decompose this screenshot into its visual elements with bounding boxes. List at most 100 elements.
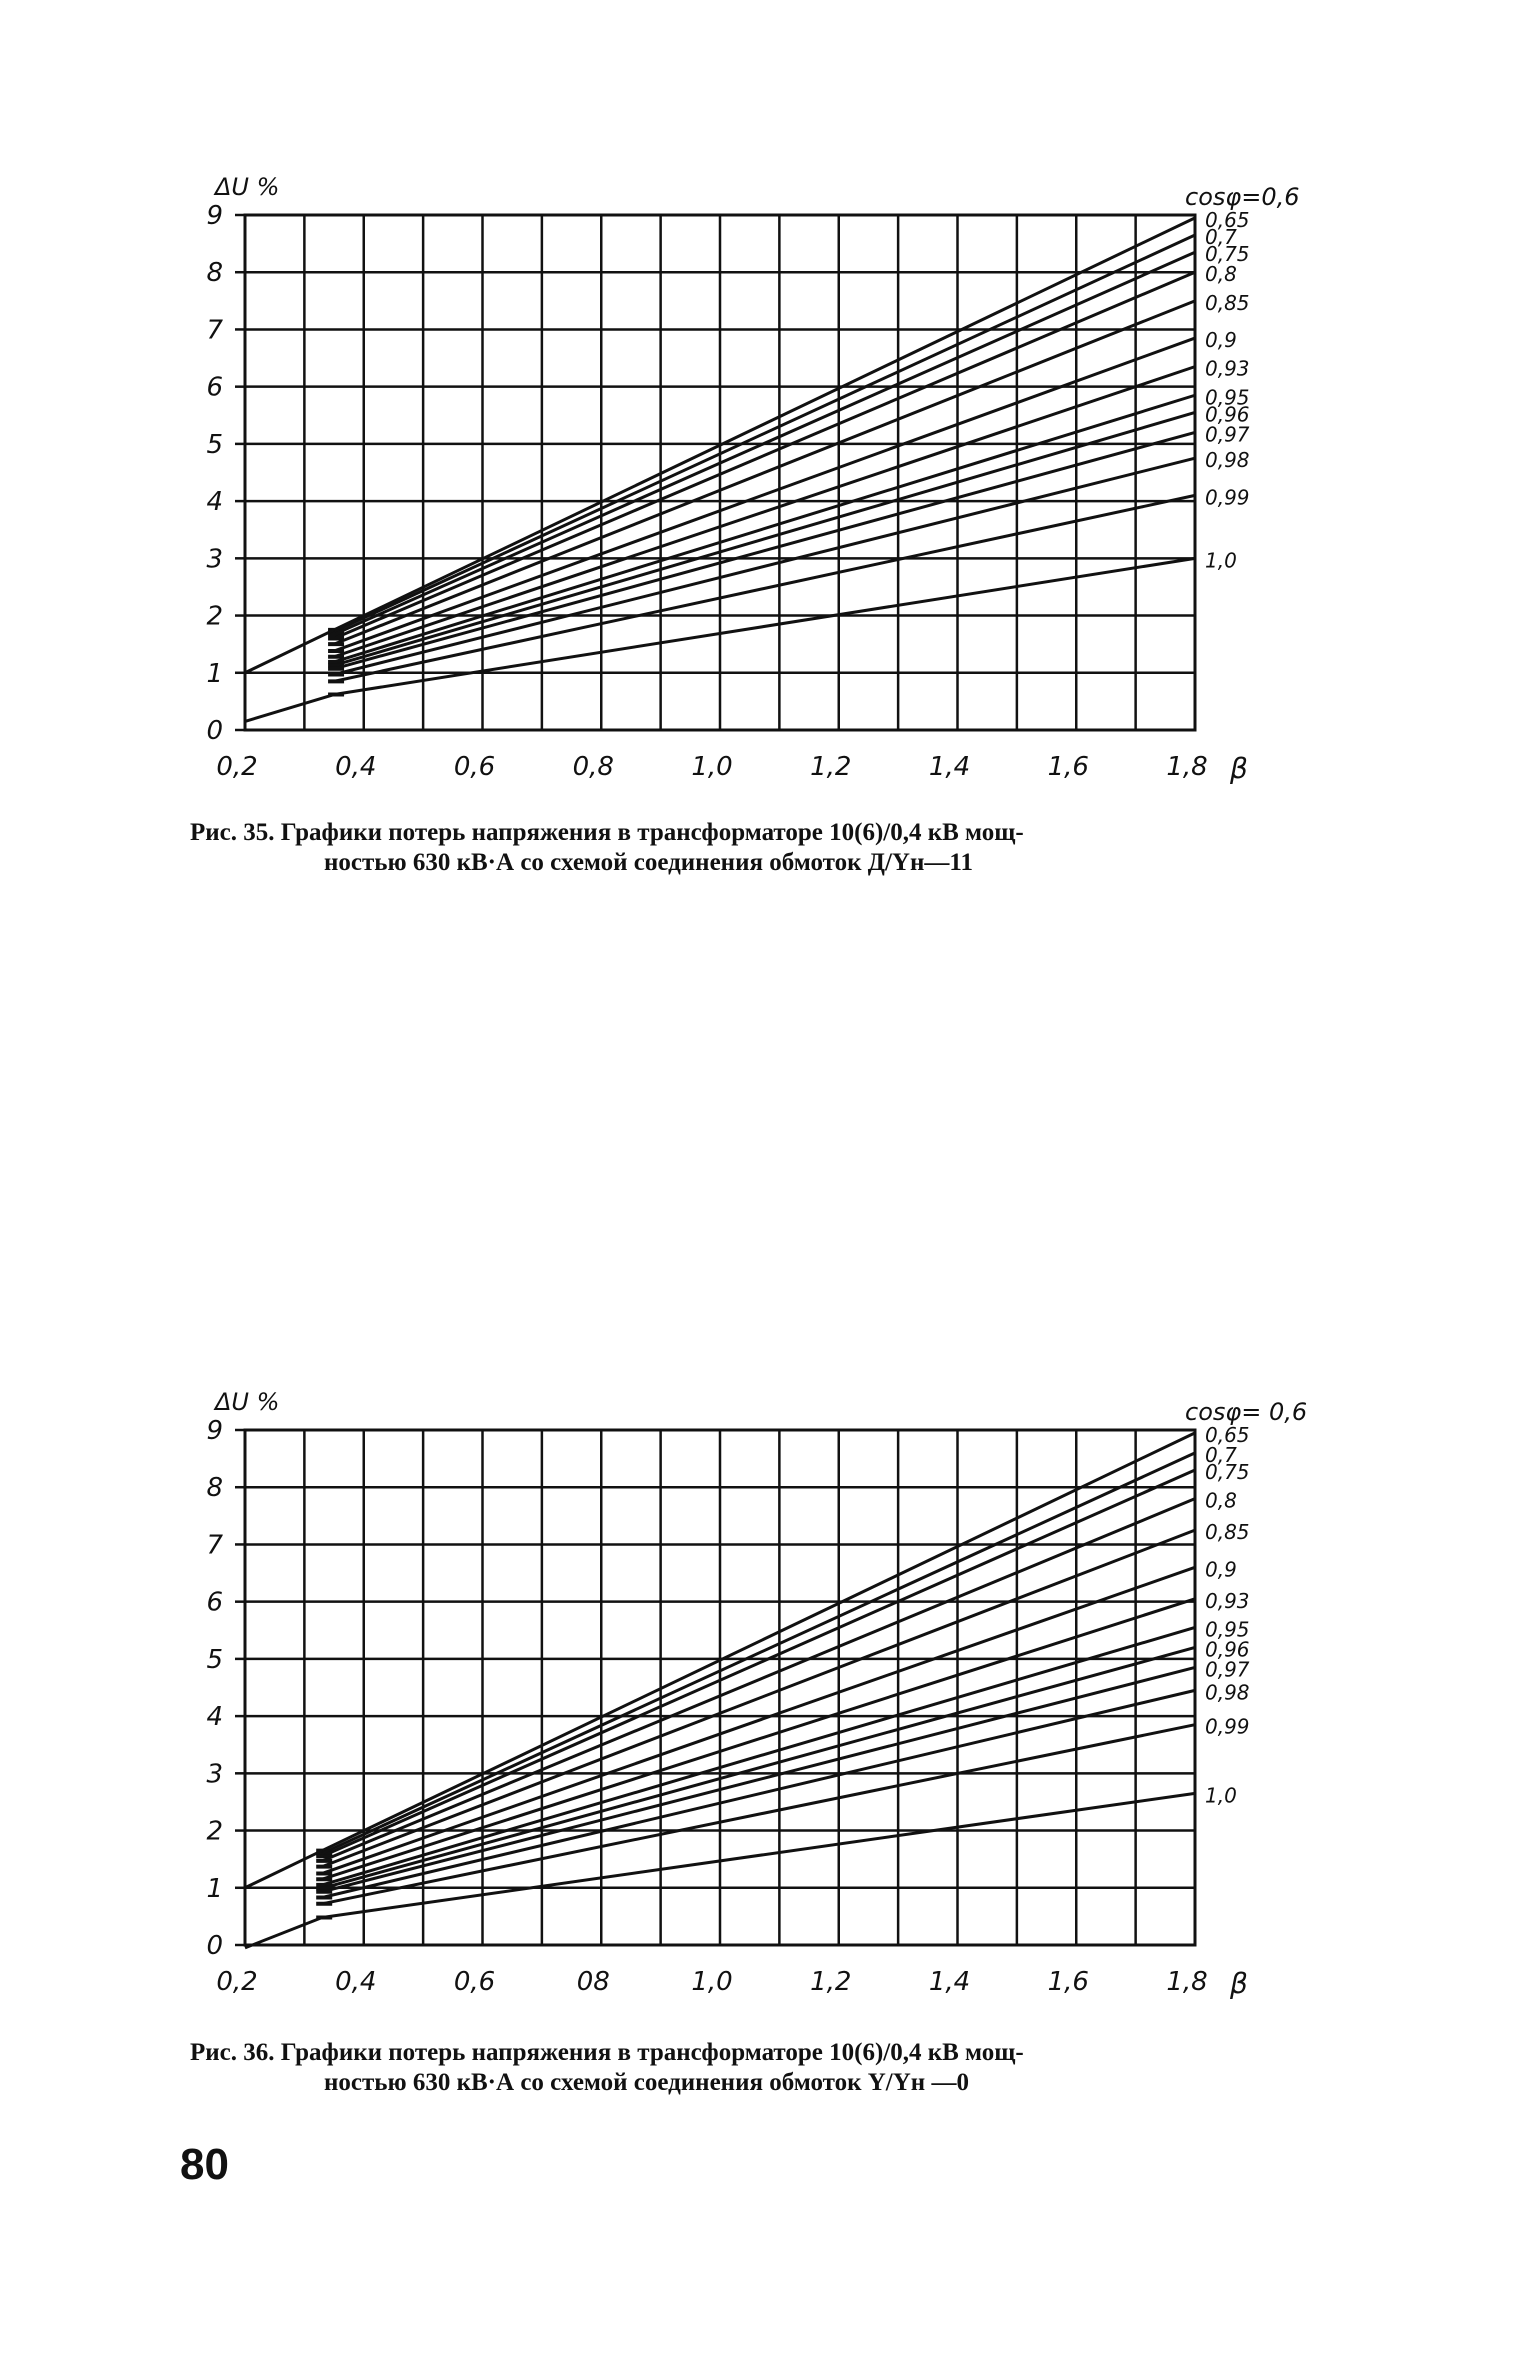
- y-tick-label: 6: [206, 1588, 223, 1618]
- series-line: [333, 430, 1196, 671]
- series-line: [333, 233, 1196, 633]
- page-number: 80: [180, 2140, 229, 2189]
- series-line: [333, 456, 1196, 676]
- x-tick-label: 1,6: [1048, 752, 1089, 782]
- caption-line1: Графики потерь напряжения в трансформато…: [280, 2039, 1024, 2066]
- x-tick-label: 1,4: [929, 1967, 970, 1997]
- legend-label: 0,85: [1205, 1520, 1250, 1544]
- x-tick-label: 0,6: [454, 752, 495, 782]
- legend-label: 0,65: [1205, 208, 1250, 232]
- y-tick-label: 4: [206, 487, 223, 517]
- series-line: [333, 336, 1196, 653]
- series-lines: [244, 1431, 1196, 1950]
- series-line: [321, 1666, 1196, 1894]
- series-line: [333, 270, 1196, 640]
- y-axis-label: ΔU %: [213, 1388, 279, 1416]
- y-tick-label: 9: [206, 201, 223, 231]
- series-line: [321, 1688, 1196, 1899]
- legend-label: 0,95: [1205, 1617, 1250, 1641]
- x-tick-label: 1,0: [691, 752, 732, 782]
- legend-label: 0,97: [1205, 422, 1250, 446]
- series-line: [321, 1791, 1196, 1920]
- chart-36: 0,2 0,4 0,6 08 1,0 1,2 1,4 1,6 1,8 0 1 2 3 4 5 6 7 8 9 0,…: [206, 1388, 1307, 2000]
- caption-label: Рис. 35.: [190, 819, 275, 846]
- x-axis-label: β: [1229, 752, 1248, 785]
- series-line: [321, 1597, 1196, 1881]
- x-tick-label: 1,4: [929, 752, 970, 782]
- legend-label: 0,75: [1205, 1460, 1250, 1484]
- series-line: [321, 1451, 1196, 1855]
- legend-labels: 0,650,70,750,8 0,85 0,9 0,93 0,950,960,970,9…: [1205, 208, 1250, 572]
- legend-label: 0,9: [1205, 328, 1237, 352]
- legend-label: 0,75: [1205, 242, 1250, 266]
- x-tick-label: 0,4: [335, 752, 376, 782]
- x-tick-label: 08: [577, 1967, 610, 1997]
- legend-label: 0,96: [1205, 1637, 1250, 1661]
- series-line: [321, 1565, 1196, 1875]
- y-tick-label: 6: [206, 373, 223, 403]
- legend-label: 0,7: [1205, 225, 1237, 249]
- legend-label: 0,7: [1205, 1443, 1237, 1467]
- axis-connector-line: [244, 628, 335, 675]
- y-tick-label: 1: [206, 1874, 223, 1904]
- legend-label: 0,9: [1205, 1557, 1237, 1581]
- series-line: [333, 216, 1196, 632]
- y-axis-label: ΔU %: [213, 173, 279, 201]
- series-line: [321, 1625, 1196, 1887]
- x-tick-label: 0,2: [216, 752, 257, 782]
- y-tick-label: 4: [206, 1702, 223, 1732]
- axis-connector-line: [244, 693, 335, 723]
- series-line: [321, 1723, 1196, 1906]
- y-tick-label: 7: [206, 1530, 223, 1560]
- x-tick-label: 1,6: [1048, 1967, 1089, 1997]
- legend-label: 0,97: [1205, 1657, 1250, 1681]
- x-axis-label: β: [1229, 1967, 1248, 2000]
- series-line: [333, 556, 1196, 697]
- legend-label: 0,93: [1205, 1589, 1250, 1613]
- series-line: [333, 299, 1196, 646]
- y-tick-labels: 0 1 2 3 4 5 6 7 8 9: [206, 201, 223, 746]
- y-tick-label: 1: [206, 659, 223, 689]
- caption-line2: ностью 630 кВ·А со схемой соединения обм…: [324, 849, 973, 876]
- x-tick-label: 1,0: [691, 1967, 732, 1997]
- legend-label: 0,85: [1205, 291, 1250, 315]
- legend-label: 0,96: [1205, 402, 1250, 426]
- series-line: [333, 493, 1196, 683]
- series-line: [321, 1431, 1196, 1852]
- legend-label: 0,93: [1205, 357, 1250, 381]
- y-tick-label: 9: [206, 1416, 223, 1446]
- chart-35: 0,2 0,4 0,6 0,8 1,0 1,2 1,4 1,6 1,8 0 1 2 3 4 5 6 7 8 9 0…: [206, 173, 1299, 785]
- x-tick-label: 1,2: [810, 1967, 851, 1997]
- series-line: [321, 1497, 1196, 1863]
- legend-label: 0,95: [1205, 385, 1250, 409]
- y-tick-labels: 0 1 2 3 4 5 6 7 8 9: [206, 1416, 223, 1961]
- x-tick-label: 0,6: [454, 1967, 495, 1997]
- y-tick-label: 0: [206, 1931, 223, 1961]
- axis-connector-line: [244, 1916, 323, 1950]
- y-tick-label: 2: [206, 602, 223, 632]
- caption-line2: ностью 630 кВ·А со схемой соединения обм…: [324, 2069, 969, 2096]
- axis-connector-line: [244, 1849, 323, 1890]
- legend-label: 0,98: [1205, 448, 1250, 472]
- x-tick-label: 1,8: [1166, 1967, 1207, 1997]
- x-tick-label: 1,2: [810, 752, 851, 782]
- legend-label: 1,0: [1205, 1783, 1237, 1807]
- figure-caption-35: Рис. 35. Графики потерь напряжения в тра…: [190, 818, 1360, 878]
- y-tick-label: 5: [206, 430, 223, 460]
- legend-labels: 0,650,70,750,80,850,90,930,950,960,970,9…: [1205, 1423, 1250, 1808]
- legend-label: 0,65: [1205, 1423, 1250, 1447]
- series-line: [333, 250, 1196, 636]
- y-tick-label: 8: [206, 258, 223, 288]
- y-tick-label: 3: [206, 544, 223, 574]
- figure-caption-36: Рис. 36. Графики потерь напряжения в тра…: [190, 2038, 1360, 2098]
- y-tick-label: 8: [206, 1473, 223, 1503]
- x-tick-label: 0,8: [573, 752, 614, 782]
- legend-label: 1,0: [1205, 548, 1237, 572]
- x-tick-label: 0,4: [335, 1967, 376, 1997]
- x-tick-label: 1,8: [1166, 752, 1207, 782]
- legend-title: cosφ= 0,6: [1185, 1398, 1307, 1426]
- series-line: [333, 365, 1196, 659]
- y-tick-label: 3: [206, 1759, 223, 1789]
- caption-line1: Графики потерь напряжения в трансформато…: [280, 819, 1024, 846]
- legend-label: 0,8: [1205, 262, 1237, 286]
